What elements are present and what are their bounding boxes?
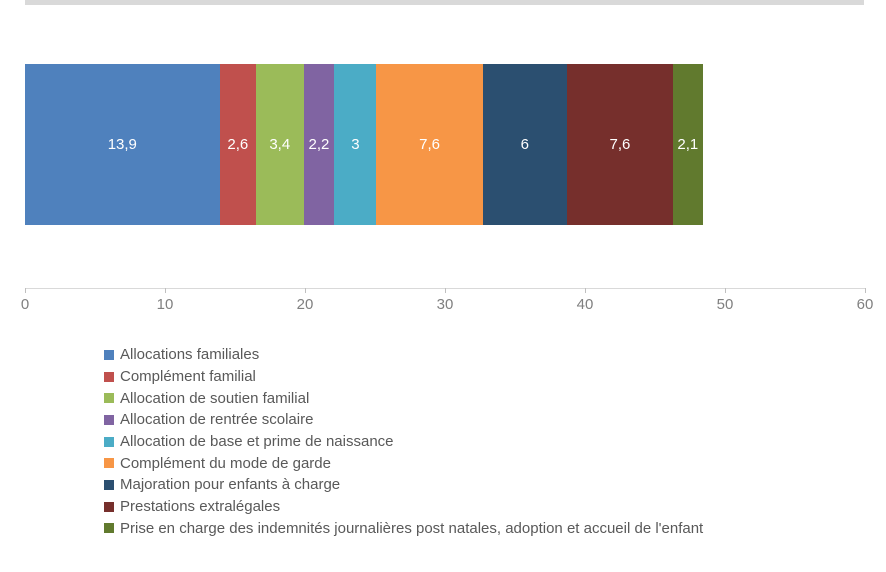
legend-item-6: Complément du mode de garde (104, 452, 703, 474)
legend-swatch-icon (104, 393, 114, 404)
legend-item-2: Complément familial (104, 366, 703, 388)
legend-label: Allocations familiales (120, 346, 260, 364)
legend-swatch-icon (104, 371, 114, 382)
bar-segment-1: 13,9 (25, 64, 220, 225)
segment-value-label: 2,2 (308, 136, 330, 153)
x-axis-tick-label: 0 (20, 296, 30, 313)
bar-segment-8: 7,6 (566, 64, 674, 225)
legend-item-7: Majoration pour enfants à charge (104, 474, 703, 496)
legend-label: Allocation de soutien familial (120, 389, 310, 407)
legend-swatch-icon (104, 414, 114, 425)
legend-swatch-icon (104, 523, 114, 534)
bar-segment-9: 2,1 (673, 64, 703, 225)
legend-swatch-icon (104, 479, 114, 490)
x-axis-tick (305, 288, 306, 293)
x-axis-tick (725, 288, 726, 293)
legend-swatch-icon (104, 458, 114, 469)
x-axis-tick-label: 10 (156, 296, 174, 313)
x-axis-tick (165, 288, 166, 293)
legend-item-8: Prestations extralégales (104, 496, 703, 518)
bar-segment-4: 2,2 (303, 64, 335, 225)
top-border-strip (25, 0, 864, 5)
legend-label: Complément du mode de garde (120, 454, 331, 472)
segment-value-label: 13,9 (107, 136, 137, 153)
bar-segment-5: 3 (334, 64, 377, 225)
x-axis-tick (865, 288, 866, 293)
bar-segment-2: 2,6 (219, 64, 256, 225)
legend-item-5: Allocation de base et prime de naissance (104, 431, 703, 453)
segment-value-label: 3,4 (269, 136, 291, 153)
segment-value-label: 3 (351, 136, 360, 153)
bar-segment-7: 6 (482, 64, 567, 225)
bar-segment-3: 3,4 (255, 64, 304, 225)
x-axis-tick-label: 20 (296, 296, 314, 313)
legend-item-3: Allocation de soutien familial (104, 387, 703, 409)
x-axis-tick (585, 288, 586, 293)
legend-label: Prestations extralégales (120, 498, 281, 516)
legend-item-9: Prise en charge des indemnités journaliè… (104, 518, 703, 540)
legend-swatch-icon (104, 349, 114, 360)
segment-value-label: 2,6 (227, 136, 249, 153)
legend-label: Allocation de base et prime de naissance (120, 433, 394, 451)
stacked-bar: 13,9 2,6 3,4 2,2 3 7,6 6 7,6 2,1 (25, 64, 703, 225)
segment-value-label: 2,1 (677, 136, 699, 153)
legend-item-4: Allocation de rentrée scolaire (104, 409, 703, 431)
legend: Allocations familiales Complément familia… (104, 344, 703, 539)
x-axis-tick-label: 50 (716, 296, 734, 313)
segment-value-label: 7,6 (609, 136, 631, 153)
legend-label: Prise en charge des indemnités journaliè… (120, 519, 704, 537)
x-axis-tick-label: 60 (856, 296, 874, 313)
legend-swatch-icon (104, 501, 114, 512)
segment-value-label: 6 (520, 136, 529, 153)
legend-label: Majoration pour enfants à charge (120, 476, 341, 494)
legend-item-1: Allocations familiales (104, 344, 703, 366)
bar-segment-6: 7,6 (376, 64, 483, 225)
x-axis-tick-label: 30 (436, 296, 454, 313)
x-axis-tick (445, 288, 446, 293)
x-axis-tick-label: 40 (576, 296, 594, 313)
legend-label: Allocation de rentrée scolaire (120, 411, 314, 429)
segment-value-label: 7,6 (419, 136, 440, 153)
x-axis-tick (25, 288, 26, 293)
legend-swatch-icon (104, 436, 114, 447)
legend-label: Complément familial (120, 368, 256, 386)
